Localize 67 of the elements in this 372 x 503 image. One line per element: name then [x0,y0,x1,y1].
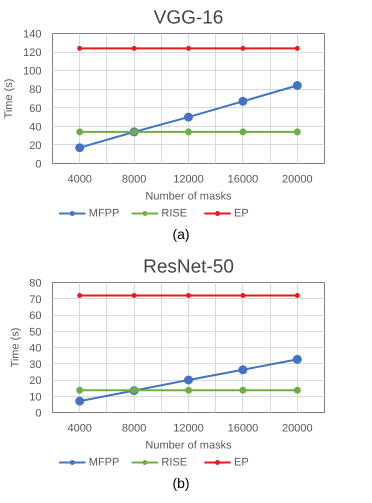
y-axis-title: Time (s) [9,328,22,368]
y-tick-label: 10 [29,391,42,404]
point [75,396,84,406]
x-tick-label: 20000 [282,174,313,186]
y-tick-label: 100 [23,66,42,78]
point [185,128,192,136]
point [240,293,246,298]
x-axis-title: Number of masks [145,190,232,202]
x-tick-label: 12000 [173,422,204,434]
point [186,46,191,51]
x-tick-label: 8000 [122,174,146,186]
y-tick-label: 40 [29,342,42,354]
point [294,386,301,394]
chart-title: VGG-16 [154,8,224,28]
point [184,376,193,384]
point [294,46,300,51]
point [239,128,246,136]
text: (b) [172,475,190,491]
text: (a) [172,226,190,242]
point [132,293,137,298]
y-tick-label: 20 [29,140,42,152]
legend-label: RISE [161,456,188,468]
point [294,293,300,298]
legend-label: EP [234,208,249,220]
y-tick-label: 0 [35,408,42,420]
point [77,293,82,298]
y-axis-title: Time (s) [3,78,16,118]
y-tick-label: 0 [35,158,42,170]
x-tick-label: 20000 [282,422,313,434]
x-tick-label: 8000 [122,422,146,434]
y-tick-label: 70 [29,294,42,306]
legend-label: RISE [161,208,188,220]
point [76,386,84,394]
y-tick-label: 50 [29,326,42,338]
point [186,293,191,298]
y-tick-label: 120 [23,47,42,60]
legend-label: MFPP [88,456,120,468]
x-tick-label: 16000 [228,422,258,434]
point [75,143,84,152]
point [292,354,302,364]
legend-label: MFPP [88,208,120,220]
y-tick-label: 20 [29,375,42,387]
x-tick-label: 12000 [173,174,204,186]
y-tick-label: 60 [29,310,42,322]
point [239,386,246,394]
y-tick-label: 40 [29,121,42,134]
point [238,365,248,374]
chart-title: ResNet-50 [143,256,234,278]
point [185,386,192,394]
y-tick-label: 60 [29,102,42,115]
y-tick-label: 80 [29,278,42,290]
y-tick-label: 140 [23,28,42,40]
point [294,128,301,136]
legend-label: EP [234,456,249,468]
x-tick-label: 16000 [228,174,258,186]
y-tick-label: 30 [29,358,42,371]
x-axis-title: Number of masks [145,440,232,452]
point [292,81,302,90]
point [184,112,193,122]
y-tick-label: 80 [29,84,42,96]
point [240,46,246,51]
point [76,128,84,136]
x-tick-label: 4000 [67,422,92,434]
x-tick-label: 4000 [67,174,92,186]
point [238,96,248,106]
point [77,46,82,51]
point [132,46,137,51]
